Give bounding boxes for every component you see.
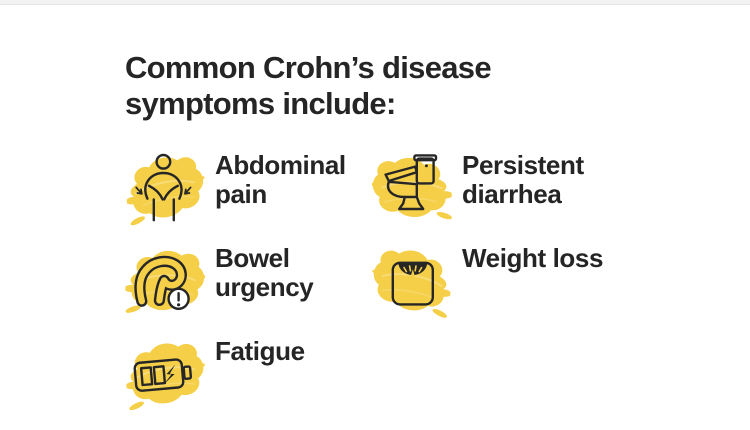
- symptom-label: Weight loss: [462, 243, 604, 273]
- symptom-label: Persistent diarrhea: [462, 150, 584, 209]
- page-title: Common Crohn’s disease symptoms include:: [125, 50, 750, 122]
- infographic: Common Crohn’s disease symptoms include:: [0, 5, 750, 415]
- symptom-item-persistent-diarrhea: Persistent diarrhea: [372, 149, 652, 229]
- symptom-item-abdominal-pain: Abdominal pain: [125, 149, 372, 229]
- symptom-item-weight-loss: Weight loss: [372, 242, 652, 322]
- window-top-strip: [0, 0, 750, 5]
- symptom-label: Abdominal pain: [215, 150, 346, 209]
- symptom-item-fatigue: Fatigue: [125, 335, 372, 415]
- symptom-label: Fatigue: [215, 336, 305, 366]
- page-title-line1: Common Crohn’s disease: [125, 50, 492, 85]
- person-holding-abdomen-icon: [125, 149, 205, 229]
- symptom-label: Bowel urgency: [215, 243, 314, 302]
- intestine-alert-icon: [125, 242, 205, 322]
- bathroom-scale-icon: [372, 242, 452, 322]
- symptom-item-bowel-urgency: Bowel urgency: [125, 242, 372, 322]
- low-battery-icon: [125, 335, 205, 415]
- toilet-icon: [372, 149, 452, 229]
- page-title-line2: symptoms include:: [125, 86, 396, 121]
- symptom-grid: Abdominal pain Persistent diarrhea: [125, 149, 750, 415]
